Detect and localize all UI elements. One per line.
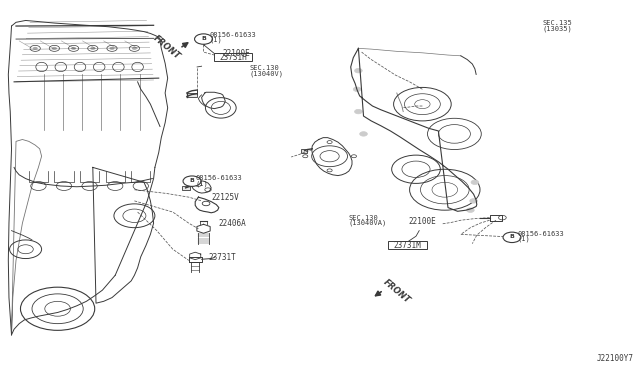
Circle shape	[360, 132, 367, 136]
Text: (13040V): (13040V)	[250, 70, 284, 77]
Text: 23731M: 23731M	[394, 241, 422, 250]
Text: 08156-61633: 08156-61633	[517, 231, 564, 237]
Bar	[187, 93, 197, 97]
Text: (13040VA): (13040VA)	[349, 220, 387, 227]
Text: 22125V: 22125V	[211, 193, 239, 202]
Circle shape	[471, 180, 479, 185]
Text: (13035): (13035)	[543, 25, 572, 32]
Circle shape	[183, 176, 201, 186]
Circle shape	[355, 68, 362, 73]
Text: B: B	[201, 36, 206, 41]
Circle shape	[355, 109, 362, 114]
Circle shape	[33, 47, 38, 50]
Text: 23731T: 23731T	[208, 253, 236, 262]
Text: 23731H: 23731H	[219, 53, 247, 62]
Text: 22100E: 22100E	[223, 49, 250, 58]
Text: 08156-61633: 08156-61633	[195, 175, 242, 181]
Circle shape	[353, 87, 361, 92]
Text: FRONT: FRONT	[381, 278, 412, 305]
Text: SEC.130: SEC.130	[250, 65, 279, 71]
Circle shape	[109, 47, 115, 50]
Text: FRONT: FRONT	[151, 33, 182, 61]
Text: (1): (1)	[195, 180, 208, 187]
Circle shape	[90, 47, 95, 50]
Text: 22100E: 22100E	[408, 217, 436, 226]
Text: (1): (1)	[210, 36, 223, 43]
Circle shape	[132, 47, 137, 50]
Circle shape	[52, 47, 57, 50]
Text: 08156-61633: 08156-61633	[210, 32, 257, 38]
Text: B: B	[509, 234, 515, 240]
Bar	[182, 186, 190, 190]
Text: SEC.130: SEC.130	[349, 215, 378, 221]
Text: 22406A: 22406A	[219, 219, 246, 228]
Text: SEC.135: SEC.135	[543, 20, 572, 26]
Circle shape	[470, 199, 477, 203]
Text: (1): (1)	[517, 235, 530, 242]
Bar	[301, 149, 307, 153]
Text: J22100Y7: J22100Y7	[596, 354, 634, 363]
FancyBboxPatch shape	[388, 241, 427, 249]
Text: B: B	[189, 178, 195, 183]
Circle shape	[467, 208, 474, 212]
Circle shape	[503, 232, 521, 243]
FancyBboxPatch shape	[214, 53, 252, 61]
Circle shape	[195, 34, 212, 44]
Circle shape	[71, 47, 76, 50]
